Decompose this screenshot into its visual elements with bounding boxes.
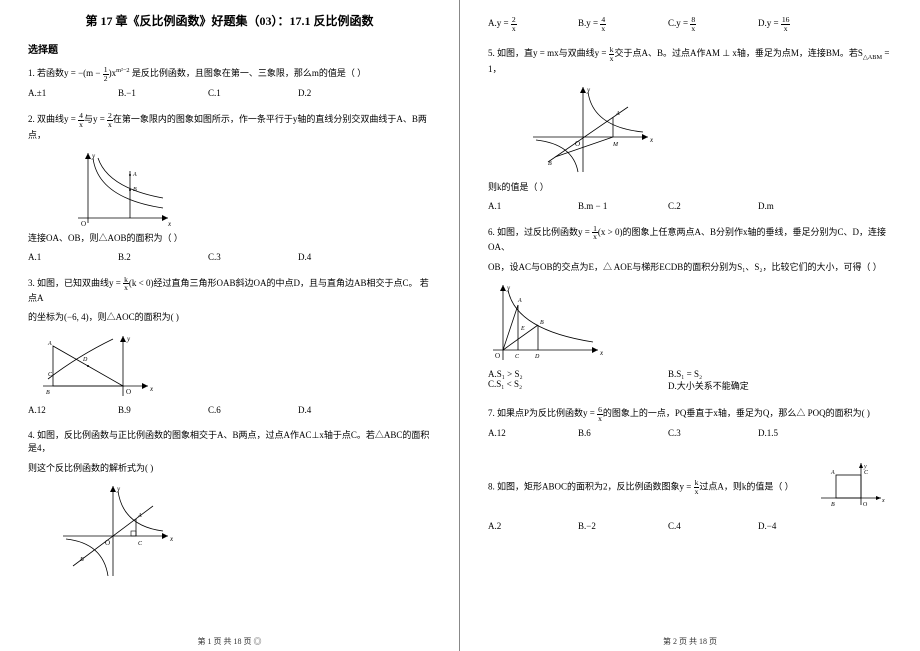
q7-opt-b: B.6 — [578, 428, 668, 438]
q7-opt-d: D.1.5 — [758, 428, 848, 438]
svg-text:x: x — [149, 385, 154, 393]
question-3: 3. 如图，已知双曲线y = kx(k < 0)经过直角三角形OAB斜边OA的中… — [28, 276, 431, 306]
svg-text:B: B — [831, 502, 835, 508]
q6-opt-d: D.大小关系不能确定 — [668, 379, 848, 392]
page-1-footer: 第 1 页 共 18 页 ◎ — [28, 636, 431, 647]
q8-figure: O x y A C B — [816, 460, 886, 515]
q6-opt-b: B.S₁ = S₂ — [668, 369, 848, 379]
q3-opt-a: A.12 — [28, 405, 118, 415]
svg-text:B: B — [548, 161, 552, 167]
svg-text:B: B — [540, 320, 544, 326]
q6-options: A.S₁ > S₂ B.S₁ = S₂ C.S₁ < S₂ D.大小关系不能确定 — [488, 369, 892, 392]
svg-text:A: A — [517, 298, 522, 304]
q5-figure: O x y A M B — [528, 82, 892, 177]
svg-text:B: B — [80, 557, 84, 563]
page-1-column: 第 17 章《反比例函数》好题集（03）：17.1 反比例函数 选择题 1. 若… — [0, 0, 460, 651]
question-5: 5. 如图，直y = mx与双曲线y = kx交于点A、B。过点A作AM ⊥ x… — [488, 46, 892, 76]
svg-text:C: C — [515, 354, 520, 360]
document-title: 第 17 章《反比例函数》好题集（03）：17.1 反比例函数 — [28, 12, 431, 29]
q8-options: A.2 B.−2 C.4 D.−4 — [488, 521, 892, 531]
q8-opt-a: A.2 — [488, 521, 578, 531]
q5-opt-d: D.m — [758, 201, 848, 211]
q4-opt-d: D.y = 16x — [758, 16, 848, 32]
q1-options: A.±1 B.−1 C.1 D.2 — [28, 88, 431, 98]
svg-text:M: M — [612, 142, 619, 148]
q2-figure: O x y A B — [68, 148, 431, 228]
svg-text:O: O — [495, 352, 500, 360]
q8-opt-d: D.−4 — [758, 521, 848, 531]
svg-text:x: x — [169, 535, 174, 543]
svg-text:B: B — [133, 187, 137, 193]
svg-text:O: O — [863, 502, 868, 508]
q4-opt-b: B.y = 4x — [578, 16, 668, 32]
svg-text:O: O — [81, 220, 86, 228]
svg-text:y: y — [126, 335, 131, 343]
q7-opt-c: C.3 — [668, 428, 758, 438]
q3-opt-b: B.9 — [118, 405, 208, 415]
svg-text:x: x — [599, 349, 604, 357]
q8-opt-b: B.−2 — [578, 521, 668, 531]
q5-opt-a: A.1 — [488, 201, 578, 211]
q2-options: A.1 B.2 C.3 D.4 — [28, 252, 431, 262]
question-6: 6. 如图，过反比例函数y = 1x(x > 0)的图象上任意两点A、B分别作x… — [488, 225, 892, 255]
q1-opt-a: A.±1 — [28, 88, 118, 98]
q5-opt-b: B.m − 1 — [578, 201, 668, 211]
svg-text:A: A — [47, 341, 52, 347]
q2-line2: 连接OA、OB，则△AOB的面积为（ ） — [28, 232, 431, 246]
svg-text:C: C — [864, 470, 869, 476]
q3-options: A.12 B.9 C.6 D.4 — [28, 405, 431, 415]
svg-text:A: A — [830, 470, 835, 476]
q3-line2: 的坐标为(−6, 4)，则△AOC的面积为( ) — [28, 311, 431, 325]
q2-opt-d: D.4 — [298, 252, 388, 262]
svg-text:C: C — [138, 541, 143, 547]
q2-opt-b: B.2 — [118, 252, 208, 262]
svg-text:E: E — [520, 326, 525, 332]
svg-text:D: D — [82, 357, 88, 363]
q7-options: A.12 B.6 C.3 D.1.5 — [488, 428, 892, 438]
svg-text:A: A — [615, 111, 620, 117]
svg-text:O: O — [575, 140, 580, 148]
q1-text: 1. 若函数y = −(m − 12)xm²−2 是反比例函数，且图象在第一、三… — [28, 68, 366, 78]
q1-opt-b: B.−1 — [118, 88, 208, 98]
question-2: 2. 双曲线y = 4x与y = 2x在第一象限内的图象如图所示，作一条平行于y… — [28, 112, 431, 142]
q4-opt-a: A.y = 2x — [488, 16, 578, 32]
svg-text:x: x — [649, 136, 654, 144]
q6-opt-c: C.S₁ < S₂ — [488, 379, 668, 392]
q3-figure: O x y A B D C — [38, 331, 431, 401]
q8-opt-c: C.4 — [668, 521, 758, 531]
q2-opt-a: A.1 — [28, 252, 118, 262]
svg-text:A: A — [137, 513, 142, 519]
svg-text:C: C — [48, 372, 53, 378]
q3-opt-d: D.4 — [298, 405, 388, 415]
svg-text:B: B — [46, 390, 50, 396]
q6-figure: O x y A B E C D — [488, 280, 892, 365]
svg-text:D: D — [534, 354, 540, 360]
svg-text:A: A — [132, 172, 137, 178]
question-8: 8. 如图，矩形ABOC的面积为2，反比例函数图象y = kx过点A，则k的值是… — [488, 460, 892, 515]
question-7: 7. 如果点P为反比例函数y = 6x的图象上的一点，PQ垂直于x轴，垂足为Q，… — [488, 406, 892, 422]
svg-text:x: x — [881, 498, 885, 504]
svg-text:x: x — [167, 220, 172, 228]
q6-line2: OB，设AC与OB的交点为E，△ AOE与梯形ECDB的面积分别为S₁、S₂，比… — [488, 261, 892, 275]
q5-options: A.1 B.m − 1 C.2 D.m — [488, 201, 892, 211]
q3-opt-c: C.6 — [208, 405, 298, 415]
q5-opt-c: C.2 — [668, 201, 758, 211]
q4-options: A.y = 2x B.y = 4x C.y = 8x D.y = 16x — [488, 16, 892, 32]
q4-opt-c: C.y = 8x — [668, 16, 758, 32]
question-4-l1: 4. 如图，反比例函数与正比例函数的图象相交于A、B两点，过点A作AC⊥x轴于点… — [28, 429, 431, 456]
q7-opt-a: A.12 — [488, 428, 578, 438]
question-1: 1. 若函数y = −(m − 12)xm²−2 是反比例函数，且图象在第一、三… — [28, 66, 431, 82]
section-heading: 选择题 — [28, 41, 431, 56]
question-4-l2: 则这个反比例函数的解析式为( ) — [28, 462, 431, 476]
q1-opt-c: C.1 — [208, 88, 298, 98]
q4-figure: O x y A C B — [58, 481, 431, 581]
q1-opt-d: D.2 — [298, 88, 388, 98]
page-2-column: A.y = 2x B.y = 4x C.y = 8x D.y = 16x 5. … — [460, 0, 920, 651]
q6-opt-a: A.S₁ > S₂ — [488, 369, 668, 379]
q2-opt-c: C.3 — [208, 252, 298, 262]
page-2-footer: 第 2 页 共 18 页 — [488, 636, 892, 647]
q5-line2: 则k的值是（ ） — [488, 181, 892, 195]
svg-text:O: O — [126, 388, 131, 396]
